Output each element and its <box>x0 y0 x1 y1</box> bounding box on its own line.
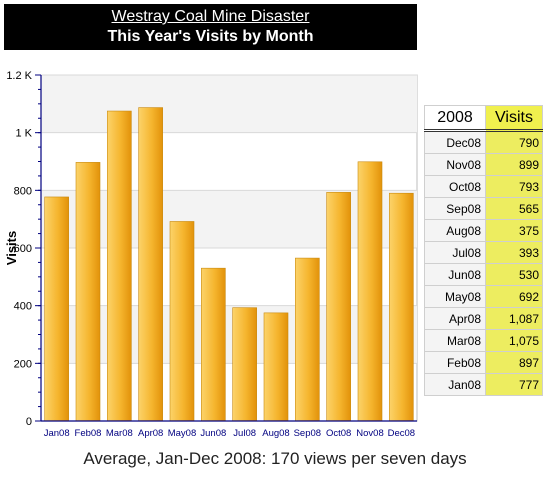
table-cell-month: Oct08 <box>424 175 486 198</box>
bar-mar08[interactable] <box>107 110 132 422</box>
grid-band <box>41 190 417 248</box>
table-row: Sep08 565 <box>424 197 543 220</box>
table-row: Jun08 530 <box>424 263 543 286</box>
x-tick-label: Sep08 <box>294 428 321 439</box>
average-summary: Average, Jan-Dec 2008: 170 views per sev… <box>83 449 467 468</box>
table-cell-month: Feb08 <box>424 351 486 374</box>
bar-jul08[interactable] <box>232 307 257 422</box>
table-cell-visits: 565 <box>485 197 543 220</box>
bar-aug08[interactable] <box>263 312 289 422</box>
table-row: May08 692 <box>424 285 543 308</box>
table-cell-visits: 530 <box>485 263 543 286</box>
table-cell-month: Apr08 <box>424 307 486 330</box>
table-cell-month: Jun08 <box>424 263 486 286</box>
y-tick-label: 1 K <box>15 128 32 140</box>
x-tick-label: Apr08 <box>138 428 163 439</box>
bar-feb08[interactable] <box>75 162 101 422</box>
table-cell-visits: 393 <box>485 241 543 264</box>
y-axis-label: Visits <box>4 231 19 265</box>
x-tick-label: Jul08 <box>233 428 256 439</box>
x-tick-label: May08 <box>168 428 197 439</box>
table-cell-visits: 692 <box>485 285 543 308</box>
bar-jan08[interactable] <box>44 196 69 422</box>
table-cell-month: May08 <box>424 285 486 308</box>
table-cell-visits: 790 <box>485 130 543 154</box>
table-row: Apr08 1,087 <box>424 307 543 330</box>
table-row: Mar08 1,075 <box>424 329 543 352</box>
table-row: Jul08 393 <box>424 241 543 264</box>
table-visits-header: Visits <box>485 105 543 132</box>
y-tick-label: 0 <box>26 416 32 428</box>
visits-table: 2008 Visits Dec08 790 Nov08 899 Oct08 793 S… <box>424 105 543 396</box>
grid-band <box>41 305 417 364</box>
bar-may08[interactable] <box>169 221 195 422</box>
x-tick-label: Aug08 <box>262 428 289 439</box>
y-tick-label: 800 <box>14 185 32 197</box>
table-cell-visits: 777 <box>485 373 543 396</box>
table-cell-month: Sep08 <box>424 197 486 220</box>
table-cell-visits: 1,087 <box>485 307 543 330</box>
x-tick-label: Oct08 <box>326 428 351 439</box>
chart-title[interactable]: Westray Coal Mine Disaster <box>111 8 310 25</box>
table-cell-visits: 1,075 <box>485 329 543 352</box>
bar-dec08[interactable] <box>389 192 414 422</box>
chart-title-banner: Westray Coal Mine Disaster This Year's V… <box>4 4 417 50</box>
x-tick-label: Jan08 <box>44 428 70 439</box>
y-tick-label: 600 <box>14 243 32 255</box>
bar-jun08[interactable] <box>201 267 226 422</box>
table-cell-month: Nov08 <box>424 153 486 176</box>
visits-bar-chart: 0 200 400 600 800 1 K 1.2 K Jan08 Feb08 Mar08 Apr0… <box>4 70 418 439</box>
y-tick-label: 400 <box>14 301 32 313</box>
table-cell-month: Dec08 <box>424 130 486 154</box>
table-header-row: 2008 Visits <box>424 105 543 132</box>
x-tick-label: Feb08 <box>75 428 102 439</box>
x-tick-label: Mar08 <box>106 428 133 439</box>
x-tick-label: Nov08 <box>356 428 383 439</box>
table-year-header: 2008 <box>424 105 486 132</box>
table-cell-month: Mar08 <box>424 329 486 352</box>
x-tick-label: Dec08 <box>388 428 415 439</box>
table-cell-visits: 793 <box>485 175 543 198</box>
table-cell-month: Jan08 <box>424 373 486 396</box>
table-cell-month: Jul08 <box>424 241 486 264</box>
grid-band <box>41 75 417 133</box>
bar-apr08[interactable] <box>138 107 163 422</box>
table-row: Feb08 897 <box>424 351 543 374</box>
table-row: Nov08 899 <box>424 153 543 176</box>
y-tick-label: 1.2 K <box>6 70 32 82</box>
chart-subtitle: This Year's Visits by Month <box>107 28 314 45</box>
table-row: Jan08 777 <box>424 373 543 396</box>
table-row: Oct08 793 <box>424 175 543 198</box>
table-cell-visits: 899 <box>485 153 543 176</box>
x-tick-label: Jun08 <box>200 428 226 439</box>
bar-sep08[interactable] <box>295 257 320 422</box>
table-row: Dec08 790 <box>424 130 543 154</box>
table-cell-visits: 375 <box>485 219 543 242</box>
bar-nov08[interactable] <box>357 161 383 422</box>
table-row: Aug08 375 <box>424 219 543 242</box>
y-tick-label: 200 <box>14 358 32 370</box>
table-cell-month: Aug08 <box>424 219 486 242</box>
table-cell-visits: 897 <box>485 351 543 374</box>
bar-oct08[interactable] <box>326 192 351 422</box>
